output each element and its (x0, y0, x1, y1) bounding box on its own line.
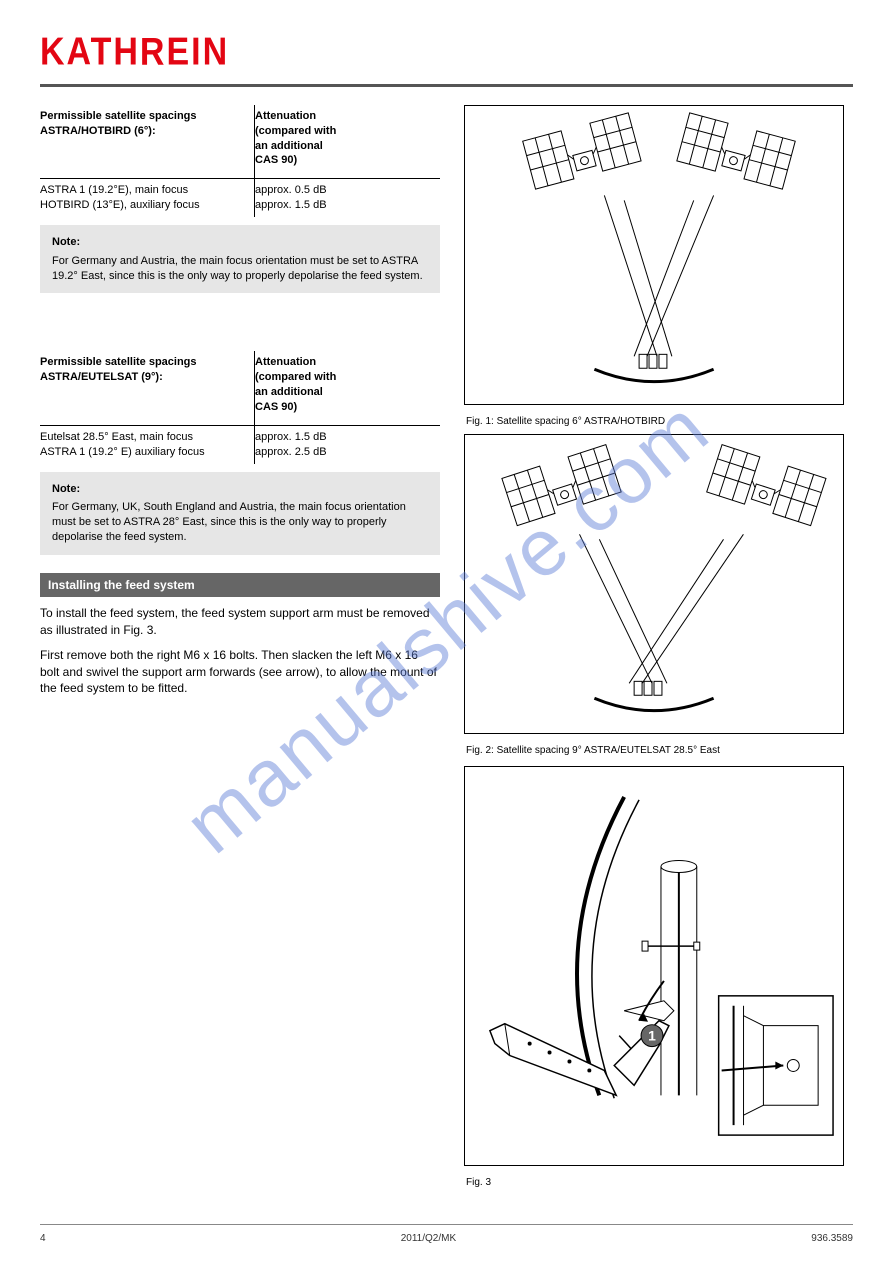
install-diagram: 1 (465, 767, 843, 1165)
table-spacing-6deg: Permissible satellite spacings ASTRA/HOT… (40, 105, 440, 217)
two-column-layout: Permissible satellite spacings ASTRA/HOT… (40, 105, 853, 1196)
note-body: For Germany, UK, South England and Austr… (52, 500, 428, 545)
table-header-col1: Permissible satellite spacings ASTRA/EUT… (40, 351, 255, 424)
table-row: ASTRA 1 (19.2°E), main focus HOTBIRD (13… (40, 179, 440, 217)
figure-1-caption: Fig. 1: Satellite spacing 6° ASTRA/HOTBI… (466, 415, 853, 429)
svg-text:1: 1 (648, 1027, 656, 1043)
table-header-col2: Attenuation (compared with an additional… (255, 351, 440, 424)
table-header-col2: Attenuation (compared with an additional… (255, 105, 440, 178)
satellite-9deg-diagram (465, 435, 843, 733)
footer-date: 2011/Q2/MK (401, 1232, 456, 1246)
section-heading-bar: Installing the feed system (40, 573, 440, 597)
figure-3-caption: Fig. 3 (466, 1176, 853, 1190)
figure-2-box (464, 434, 844, 734)
brand-logo: KATHREIN (40, 27, 853, 80)
satellite-6deg-diagram (465, 106, 843, 404)
table-header-row: Permissible satellite spacings ASTRA/EUT… (40, 351, 440, 425)
footer-code: 936.3589 (811, 1232, 853, 1246)
right-column: Fig. 1: Satellite spacing 6° ASTRA/HOTBI… (464, 105, 853, 1196)
figure-3-box: 1 (464, 766, 844, 1166)
page-root: KATHREIN Permissible satellite spacings … (0, 0, 893, 1263)
table-header-row: Permissible satellite spacings ASTRA/HOT… (40, 105, 440, 179)
footer-page: 4 (40, 1232, 46, 1246)
paragraph: First remove both the right M6 x 16 bolt… (40, 647, 440, 697)
note-title: Note: (52, 235, 428, 250)
note-title: Note: (52, 482, 428, 497)
figure-2-caption: Fig. 2: Satellite spacing 9° ASTRA/EUTEL… (466, 744, 853, 758)
paragraph: To install the feed system, the feed sys… (40, 605, 440, 639)
table-header-col1: Permissible satellite spacings ASTRA/HOT… (40, 105, 255, 178)
note-box-2: Note: For Germany, UK, South England and… (40, 472, 440, 555)
figure-1-box (464, 105, 844, 405)
top-rule (40, 84, 853, 87)
table-row: Eutelsat 28.5° East, main focus ASTRA 1 … (40, 426, 440, 464)
table-cell: approx. 0.5 dB approx. 1.5 dB (255, 179, 440, 217)
footer: 4 2011/Q2/MK 936.3589 (40, 1232, 853, 1246)
install-intro: To install the feed system, the feed sys… (40, 605, 440, 697)
table-cell: approx. 1.5 dB approx. 2.5 dB (255, 426, 440, 464)
table-spacing-9deg: Permissible satellite spacings ASTRA/EUT… (40, 351, 440, 463)
table-cell: ASTRA 1 (19.2°E), main focus HOTBIRD (13… (40, 179, 255, 217)
note-body: For Germany and Austria, the main focus … (52, 254, 428, 284)
note-box-1: Note: For Germany and Austria, the main … (40, 225, 440, 294)
footer-rule (40, 1224, 853, 1225)
left-column: Permissible satellite spacings ASTRA/HOT… (40, 105, 440, 1196)
table-cell: Eutelsat 28.5° East, main focus ASTRA 1 … (40, 426, 255, 464)
